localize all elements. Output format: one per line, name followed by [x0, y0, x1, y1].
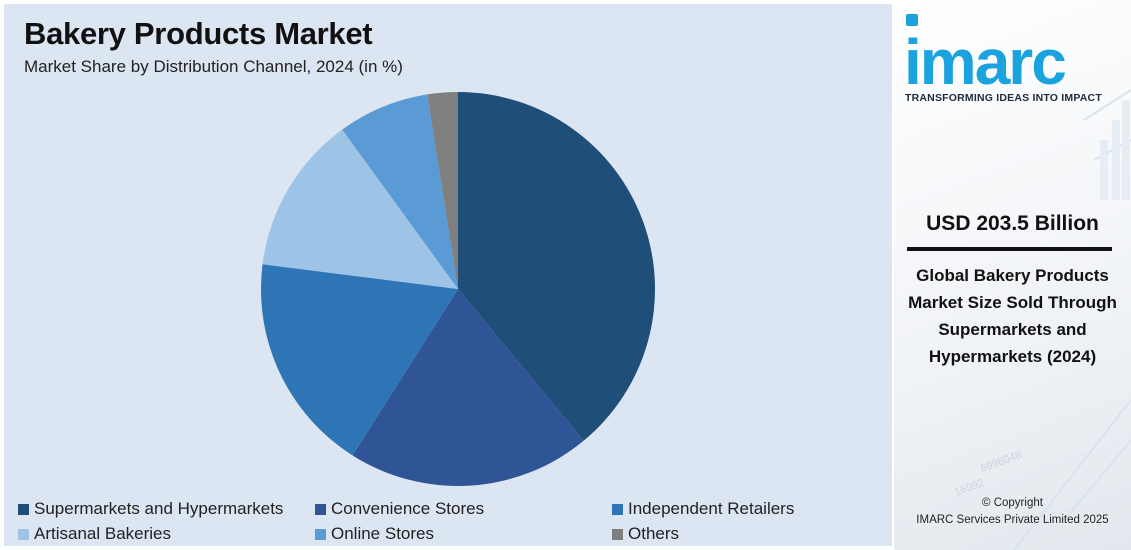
side-panel: 6998048 16992 imarc TRANSFORMING IDEAS I…: [894, 0, 1131, 550]
legend-label: Online Stores: [331, 524, 434, 543]
legend-item: Convenience Stores: [315, 499, 484, 519]
pie-slice-supermarkets-and-hypermarkets: [458, 92, 655, 441]
legend-item: Artisanal Bakeries: [18, 524, 171, 544]
copyright-line-1: © Copyright: [982, 497, 1043, 509]
copyright: © Copyright IMARC Services Private Limit…: [894, 495, 1131, 529]
legend-swatch: [18, 528, 29, 540]
legend-item: Supermarkets and Hypermarkets: [18, 499, 283, 519]
legend-item: Online Stores: [315, 524, 434, 544]
market-size-description: Global Bakery Products Market Size Sold …: [908, 266, 1117, 366]
legend-label: Supermarkets and Hypermarkets: [34, 499, 284, 518]
logo-tagline: TRANSFORMING IDEAS INTO IMPACT: [905, 92, 1102, 104]
imarc-logo: imarc: [904, 26, 1067, 98]
legend-label: Convenience Stores: [331, 499, 485, 518]
svg-text:6998048: 6998048: [979, 449, 1023, 475]
pie-slice-convenience-stores: [352, 289, 584, 486]
copyright-line-2: IMARC Services Private Limited 2025: [916, 514, 1109, 526]
chart-legend: Supermarkets and Hypermarkets Convenience…: [18, 499, 888, 549]
legend-swatch: [315, 503, 326, 515]
pie-slice-independent-retailers: [261, 264, 458, 456]
chart-title: Bakery Products Market: [24, 16, 373, 51]
pie-slice-artisanal-bakeries: [262, 129, 458, 289]
legend-swatch: [612, 528, 623, 540]
chart-panel: Bakery Products Market Market Share by D…: [4, 4, 892, 546]
background-decoration: 6998048 16992: [953, 89, 1131, 550]
legend-item: Others: [612, 524, 679, 544]
legend-swatch: [18, 503, 29, 515]
pie-slice-online-stores: [342, 94, 458, 289]
pie-chart: [261, 92, 655, 486]
logo-dot: [906, 14, 918, 26]
divider: [907, 247, 1112, 251]
pie-slice-others: [427, 92, 458, 289]
chart-subtitle: Market Share by Distribution Channel, 20…: [24, 57, 403, 76]
legend-label: Artisanal Bakeries: [34, 524, 172, 543]
legend-label: Independent Retailers: [628, 499, 795, 518]
legend-item: Independent Retailers: [612, 499, 794, 519]
market-size-value: USD 203.5 Billion: [926, 212, 1099, 235]
legend-label: Others: [628, 524, 680, 543]
legend-swatch: [612, 503, 623, 515]
legend-swatch: [315, 528, 326, 540]
